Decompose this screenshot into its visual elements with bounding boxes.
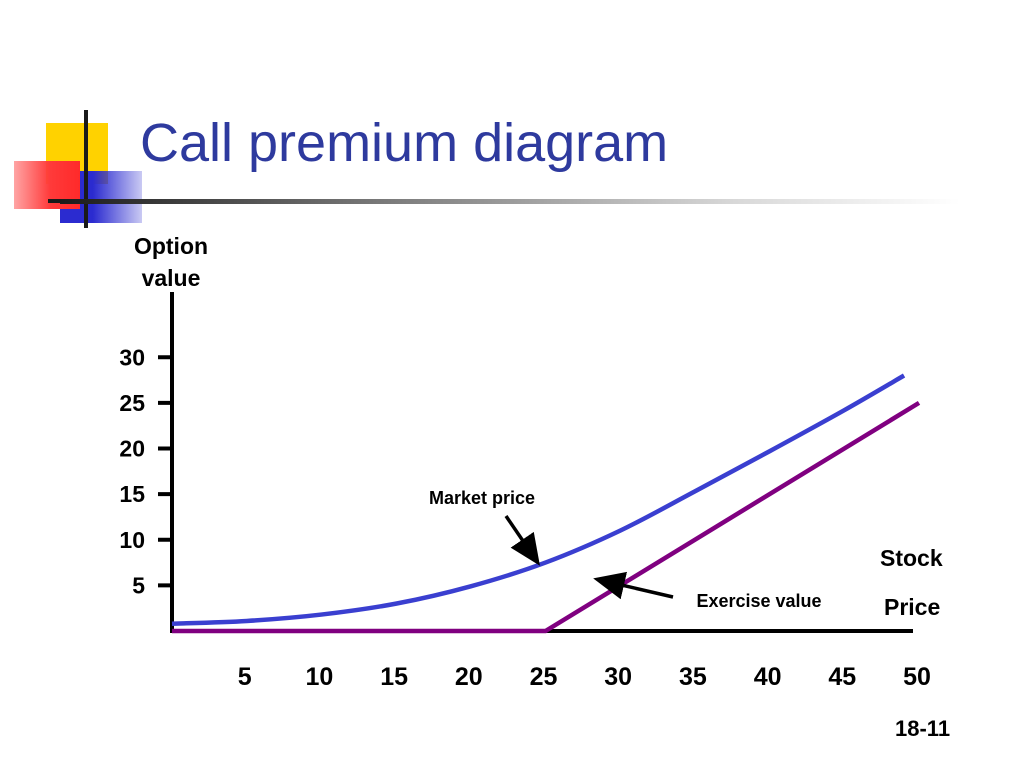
x-tick-label-15: 15 [380, 663, 408, 691]
x-axis-label-line-2: Price [884, 594, 941, 620]
x-tick-label-40: 40 [754, 663, 782, 691]
y-axis-label: Option value [118, 230, 224, 294]
x-axis-label-line-1: Stock [880, 545, 943, 571]
y-tick-label-30: 30 [119, 344, 145, 370]
y-axis-label-line-1: Option [133, 233, 209, 259]
decor-vertical-line [84, 110, 88, 228]
y-tick-label-15: 15 [119, 481, 145, 507]
annotation-arrow-market-price [504, 515, 540, 566]
slide-title: Call premium diagram [140, 113, 669, 173]
y-tick-label-10: 10 [119, 527, 145, 553]
x-tick-label-50: 50 [903, 663, 931, 691]
annotation-arrow-exercise-value [593, 571, 674, 600]
exercise-value-line [172, 400, 921, 634]
x-tick-label-20: 20 [455, 663, 483, 691]
y-tick-label-5: 5 [132, 572, 145, 598]
title-underline [60, 199, 960, 204]
x-tick-label-5: 5 [238, 663, 252, 691]
x-tick-label-35: 35 [679, 663, 707, 691]
x-tick-label-45: 45 [828, 663, 856, 691]
y-tick-label-25: 25 [119, 390, 145, 416]
x-tick-label-30: 30 [604, 663, 632, 691]
slide-number: 18-11 [895, 716, 951, 741]
annotation-exercise-value: Exercise value [696, 591, 821, 611]
y-tick-label-20: 20 [119, 436, 145, 462]
market-price-line [171, 373, 906, 626]
x-tick-label-10: 10 [305, 663, 333, 691]
annotation-market-price: Market price [429, 488, 535, 508]
x-tick-label-25: 25 [530, 663, 558, 691]
y-axis-label-line-2: value [141, 265, 201, 291]
